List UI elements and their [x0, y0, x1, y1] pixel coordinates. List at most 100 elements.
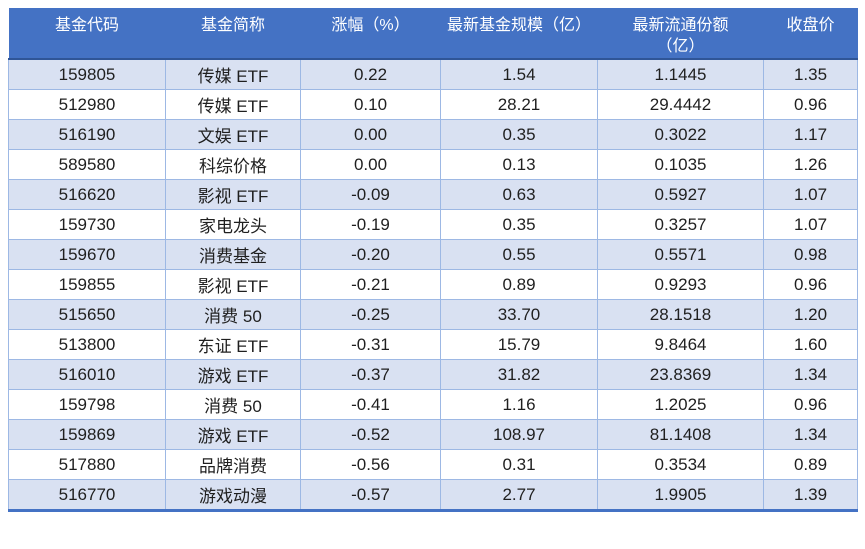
- cell-fund-name: 家电龙头: [165, 209, 301, 240]
- cell-change-pct: 0.00: [300, 149, 441, 180]
- cell-close-price: 0.96: [763, 89, 858, 120]
- cell-fund-scale: 33.70: [440, 299, 598, 330]
- cell-fund-code: 516190: [8, 119, 166, 150]
- cell-fund-name: 游戏动漫: [165, 479, 301, 512]
- cell-fund-scale: 0.63: [440, 179, 598, 210]
- cell-circulating-shares: 0.3534: [597, 449, 764, 480]
- header-row: 基金代码 基金简称 涨幅（%） 最新基金规模（亿） 最新流通份额 （亿） 收盘价: [8, 8, 858, 60]
- cell-change-pct: 0.10: [300, 89, 441, 120]
- cell-fund-code: 512980: [8, 89, 166, 120]
- cell-fund-code: 515650: [8, 299, 166, 330]
- cell-fund-scale: 0.31: [440, 449, 598, 480]
- cell-circulating-shares: 1.1445: [597, 58, 764, 90]
- table-row: 516770 游戏动漫 -0.57 2.77 1.9905 1.39: [8, 479, 858, 512]
- cell-fund-code: 159670: [8, 239, 166, 270]
- cell-circulating-shares: 0.5571: [597, 239, 764, 270]
- cell-change-pct: -0.37: [300, 359, 441, 390]
- header-circulating-shares: 最新流通份额 （亿）: [597, 8, 764, 60]
- cell-close-price: 0.98: [763, 239, 858, 270]
- cell-fund-code: 589580: [8, 149, 166, 180]
- cell-close-price: 0.96: [763, 269, 858, 300]
- cell-close-price: 0.89: [763, 449, 858, 480]
- table-row: 159798 消费 50 -0.41 1.16 1.2025 0.96: [8, 389, 858, 420]
- cell-change-pct: 0.00: [300, 119, 441, 150]
- header-circulating-shares-line1: 最新流通份额: [632, 17, 729, 34]
- cell-fund-code: 517880: [8, 449, 166, 480]
- cell-fund-scale: 0.55: [440, 239, 598, 270]
- cell-change-pct: -0.09: [300, 179, 441, 210]
- cell-close-price: 1.60: [763, 329, 858, 360]
- header-fund-name: 基金简称: [165, 8, 301, 60]
- cell-change-pct: -0.31: [300, 329, 441, 360]
- cell-circulating-shares: 0.5927: [597, 179, 764, 210]
- cell-fund-code: 159855: [8, 269, 166, 300]
- cell-change-pct: -0.25: [300, 299, 441, 330]
- cell-fund-name: 消费基金: [165, 239, 301, 270]
- cell-fund-code: 159869: [8, 419, 166, 450]
- header-circulating-shares-line2: （亿）: [656, 38, 705, 55]
- cell-fund-name: 影视 ETF: [165, 179, 301, 210]
- cell-change-pct: -0.57: [300, 479, 441, 512]
- cell-close-price: 0.96: [763, 389, 858, 420]
- header-close-price: 收盘价: [763, 8, 858, 60]
- table-row: 159730 家电龙头 -0.19 0.35 0.3257 1.07: [8, 209, 858, 240]
- cell-circulating-shares: 28.1518: [597, 299, 764, 330]
- cell-close-price: 1.07: [763, 179, 858, 210]
- cell-fund-scale: 0.13: [440, 149, 598, 180]
- table-row: 159670 消费基金 -0.20 0.55 0.5571 0.98: [8, 239, 858, 270]
- cell-fund-scale: 108.97: [440, 419, 598, 450]
- cell-fund-name: 游戏 ETF: [165, 419, 301, 450]
- table-row: 517880 品牌消费 -0.56 0.31 0.3534 0.89: [8, 449, 858, 480]
- cell-close-price: 1.20: [763, 299, 858, 330]
- header-fund-scale: 最新基金规模（亿）: [440, 8, 598, 60]
- cell-fund-scale: 1.54: [440, 58, 598, 90]
- cell-fund-name: 文娱 ETF: [165, 119, 301, 150]
- cell-circulating-shares: 0.3022: [597, 119, 764, 150]
- cell-circulating-shares: 23.8369: [597, 359, 764, 390]
- cell-fund-name: 品牌消费: [165, 449, 301, 480]
- cell-change-pct: -0.52: [300, 419, 441, 450]
- table-row: 159855 影视 ETF -0.21 0.89 0.9293 0.96: [8, 269, 858, 300]
- cell-circulating-shares: 1.9905: [597, 479, 764, 512]
- cell-fund-code: 516010: [8, 359, 166, 390]
- cell-close-price: 1.07: [763, 209, 858, 240]
- cell-change-pct: -0.56: [300, 449, 441, 480]
- table-row: 512980 传媒 ETF 0.10 28.21 29.4442 0.96: [8, 89, 858, 120]
- cell-fund-scale: 2.77: [440, 479, 598, 512]
- cell-close-price: 1.17: [763, 119, 858, 150]
- cell-fund-scale: 15.79: [440, 329, 598, 360]
- cell-circulating-shares: 81.1408: [597, 419, 764, 450]
- table-row: 516190 文娱 ETF 0.00 0.35 0.3022 1.17: [8, 119, 858, 150]
- cell-fund-scale: 1.16: [440, 389, 598, 420]
- cell-close-price: 1.39: [763, 479, 858, 512]
- cell-change-pct: -0.21: [300, 269, 441, 300]
- cell-circulating-shares: 0.3257: [597, 209, 764, 240]
- cell-fund-scale: 0.89: [440, 269, 598, 300]
- cell-fund-code: 516620: [8, 179, 166, 210]
- cell-fund-name: 影视 ETF: [165, 269, 301, 300]
- cell-fund-name: 传媒 ETF: [165, 89, 301, 120]
- cell-fund-scale: 31.82: [440, 359, 598, 390]
- cell-close-price: 1.35: [763, 58, 858, 90]
- header-fund-code: 基金代码: [8, 8, 166, 60]
- cell-fund-scale: 0.35: [440, 119, 598, 150]
- table-body: 159805 传媒 ETF 0.22 1.54 1.1445 1.35 5129…: [8, 58, 858, 512]
- cell-change-pct: -0.41: [300, 389, 441, 420]
- cell-circulating-shares: 0.9293: [597, 269, 764, 300]
- table-row: 516620 影视 ETF -0.09 0.63 0.5927 1.07: [8, 179, 858, 210]
- cell-circulating-shares: 0.1035: [597, 149, 764, 180]
- fund-table: 基金代码 基金简称 涨幅（%） 最新基金规模（亿） 最新流通份额 （亿） 收盘价…: [8, 8, 858, 512]
- cell-change-pct: -0.20: [300, 239, 441, 270]
- cell-fund-name: 传媒 ETF: [165, 58, 301, 90]
- cell-fund-scale: 0.35: [440, 209, 598, 240]
- cell-fund-name: 游戏 ETF: [165, 359, 301, 390]
- cell-fund-name: 科综价格: [165, 149, 301, 180]
- table-row: 515650 消费 50 -0.25 33.70 28.1518 1.20: [8, 299, 858, 330]
- cell-change-pct: 0.22: [300, 58, 441, 90]
- cell-fund-name: 消费 50: [165, 389, 301, 420]
- cell-close-price: 1.26: [763, 149, 858, 180]
- cell-close-price: 1.34: [763, 419, 858, 450]
- cell-fund-name: 东证 ETF: [165, 329, 301, 360]
- table-row: 516010 游戏 ETF -0.37 31.82 23.8369 1.34: [8, 359, 858, 390]
- table-row: 159805 传媒 ETF 0.22 1.54 1.1445 1.35: [8, 58, 858, 90]
